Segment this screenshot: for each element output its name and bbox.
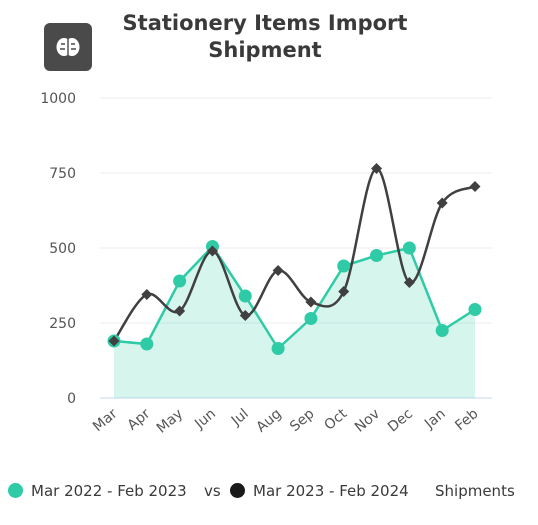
series-b-point — [403, 277, 415, 288]
series-b-point — [371, 163, 383, 174]
x-tick-label: Oct — [321, 405, 350, 433]
series-b-point — [108, 335, 120, 347]
series-a-point — [140, 337, 154, 351]
legend-label-series-a: Mar 2022 - Feb 2023 — [31, 482, 187, 500]
series-a-point — [402, 241, 416, 255]
x-tick-label: Jul — [228, 406, 252, 430]
legend-marker-series-b — [230, 483, 245, 498]
y-tick-label: 250 — [49, 316, 76, 332]
series-b-point — [174, 305, 186, 317]
y-tick-label: 0 — [67, 391, 76, 407]
series-b-point — [469, 181, 481, 192]
x-tick-label: Aug — [253, 406, 284, 436]
series-a-point — [173, 274, 187, 288]
series-b-point — [338, 286, 350, 297]
series-b-point — [206, 245, 218, 257]
series-a-line — [113, 244, 476, 351]
series-b-point — [436, 197, 448, 209]
legend-suffix: Shipments — [435, 482, 515, 500]
x-tick-label: Sep — [287, 406, 318, 435]
series-b-point — [305, 296, 317, 308]
legend-marker-series-a — [8, 483, 23, 498]
brain-icon — [56, 38, 80, 56]
series-a-point — [468, 303, 482, 316]
chart-title: Stationery Items Import Shipment — [100, 10, 430, 64]
legend: Mar 2022 - Feb 2023 vs Mar 2023 - Feb 20… — [8, 480, 533, 502]
x-tick-label: Mar — [90, 406, 121, 435]
series-a-point — [337, 259, 351, 273]
series-a-point — [370, 249, 384, 262]
series-a-area — [114, 246, 475, 398]
x-tick-label: Nov — [352, 406, 383, 436]
legend-label-series-b: Mar 2023 - Feb 2024 — [253, 482, 409, 500]
chart-title-line-1: Stationery Items Import — [122, 11, 408, 35]
y-tick-label: 1000 — [40, 91, 76, 107]
y-tick-label: 500 — [49, 241, 76, 257]
chart-title-line-2: Shipment — [208, 38, 322, 62]
x-tick-label: Dec — [385, 406, 416, 436]
legend-vs: vs — [204, 482, 221, 500]
y-tick-label: 750 — [49, 166, 76, 182]
series-b-point — [239, 310, 251, 321]
x-tick-label: Feb — [452, 406, 481, 434]
series-a-point — [435, 324, 449, 337]
series-b-point — [272, 265, 284, 276]
line-chart: 1000 750 500 250 0 Mar Apr May Jun Jul Aug Sep Oct No… — [40, 91, 492, 437]
series-a-point — [304, 312, 318, 325]
x-tick-label: Apr — [125, 406, 154, 434]
series-a-point — [271, 342, 285, 355]
series-a-point — [238, 289, 252, 303]
series-b-point — [141, 289, 153, 300]
ai-badge[interactable] — [44, 23, 92, 71]
x-tick-label: Jun — [191, 406, 219, 433]
x-tick-label: May — [154, 406, 186, 437]
x-tick-label: Jan — [421, 406, 449, 433]
